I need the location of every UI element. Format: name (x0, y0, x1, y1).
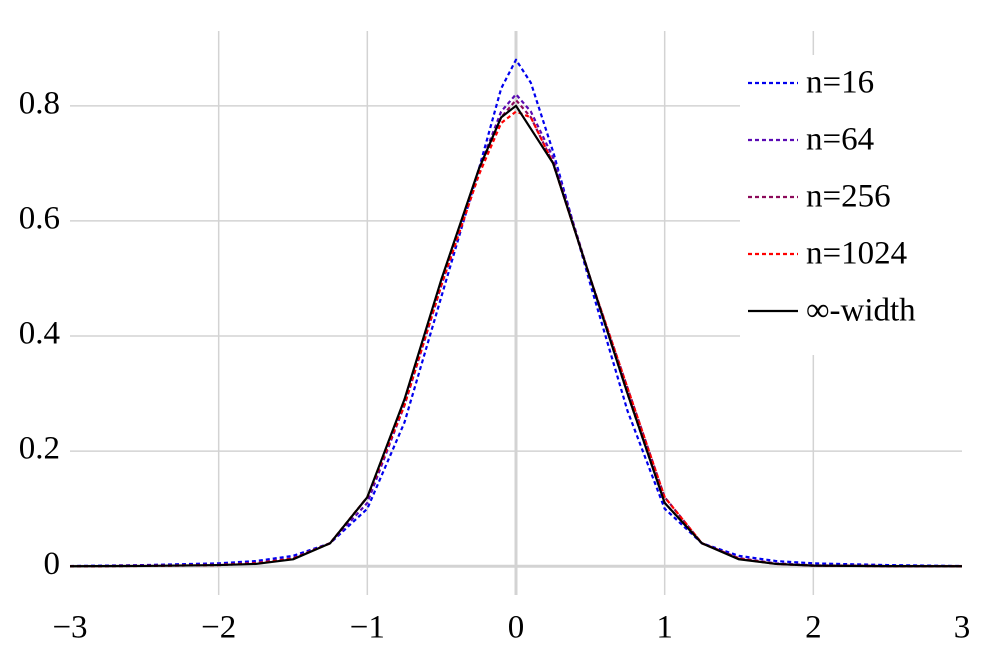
legend-label: n=64 (806, 122, 874, 158)
x-tick-label: 1 (656, 610, 673, 646)
x-tick-label: 2 (805, 610, 822, 646)
y-tick-label: 0 (44, 546, 61, 582)
x-tick-label: −3 (52, 610, 87, 646)
series-line (69, 104, 963, 568)
y-tick-label: 0.6 (19, 200, 60, 236)
x-tick-label: 3 (954, 610, 971, 646)
x-tick-label: −2 (201, 610, 236, 646)
legend-label: n=1024 (806, 236, 907, 272)
legend-label: n=256 (806, 179, 891, 215)
legend: n=16 n=64 n=256 n=1024 ∞-width (740, 55, 962, 355)
legend-box (740, 55, 962, 355)
series-line (69, 58, 963, 568)
legend-label: ∞-width (806, 293, 916, 329)
y-tick-label: 0.2 (19, 431, 60, 467)
legend-label: n=16 (806, 65, 874, 101)
y-tick-label: 0.4 (19, 316, 60, 352)
y-tick-label: 0.8 (19, 85, 60, 121)
x-tick-label: 0 (508, 610, 525, 646)
x-tick-label: −1 (350, 610, 385, 646)
